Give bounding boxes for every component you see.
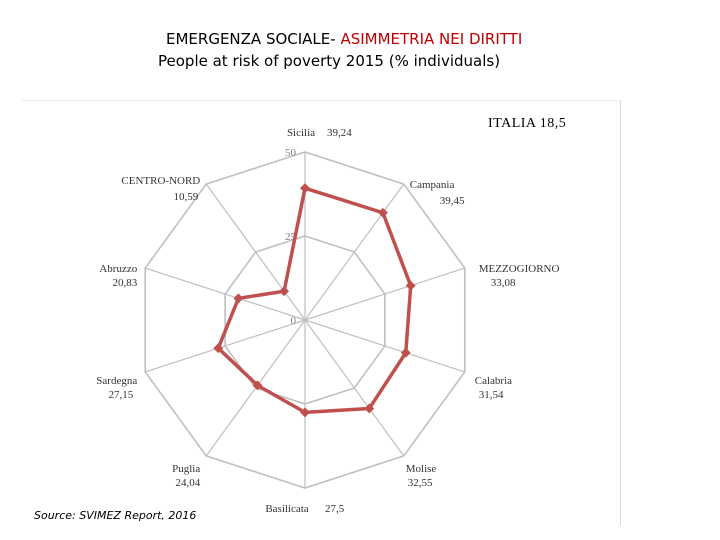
marker-9 xyxy=(279,286,290,297)
marker-7 xyxy=(213,343,224,354)
value-label-8: 20,83 xyxy=(112,277,137,289)
category-label-8: Abruzzo xyxy=(99,263,137,275)
spoke-3 xyxy=(304,319,465,373)
value-label-4: 32,55 xyxy=(408,477,433,489)
value-label-5: 27,5 xyxy=(325,503,345,515)
spoke-7 xyxy=(145,319,306,373)
title-part-2: ASIMMETRIA NEI DIRITTI xyxy=(340,30,523,48)
category-label-6: Puglia xyxy=(172,463,200,475)
category-label-0: Sicilia xyxy=(287,127,315,139)
value-label-6: 24,04 xyxy=(176,477,201,489)
marker-4 xyxy=(364,403,375,414)
category-label-9: CENTRO-NORD xyxy=(121,175,200,187)
spoke-8 xyxy=(145,267,306,321)
marker-1 xyxy=(377,207,388,218)
spoke-9 xyxy=(205,183,306,321)
source-note: Source: SVIMEZ Report, 2016 xyxy=(34,509,197,522)
chart-title: EMERGENZA SOCIALE- ASIMMETRIA NEI DIRITT… xyxy=(166,30,522,48)
tick-label-1: 25 xyxy=(285,231,297,243)
category-label-4: Molise xyxy=(406,463,437,475)
value-label-9: 10,59 xyxy=(174,191,199,203)
category-label-2: MEZZOGIORNO xyxy=(479,263,560,275)
value-label-3: 31,54 xyxy=(479,389,504,401)
marker-6 xyxy=(252,380,263,391)
spoke-1 xyxy=(304,183,405,321)
tick-label-2: 50 xyxy=(285,147,297,159)
title-part-1: EMERGENZA SOCIALE- xyxy=(166,30,341,48)
chart-panel xyxy=(22,100,621,525)
value-label-2: 33,08 xyxy=(491,277,516,289)
value-label-1: 39,45 xyxy=(440,195,465,207)
category-label-5: Basilicata xyxy=(265,503,308,515)
chart-subtitle: People at risk of poverty 2015 (% indivi… xyxy=(158,52,501,70)
marker-5 xyxy=(300,407,310,418)
tick-label-0: 0 xyxy=(291,315,297,327)
category-label-3: Calabria xyxy=(475,375,512,387)
spoke-4 xyxy=(304,319,405,457)
category-label-1: Campania xyxy=(410,179,455,191)
marker-2 xyxy=(405,280,416,291)
value-label-0: 39,24 xyxy=(327,127,352,139)
marker-3 xyxy=(400,347,411,358)
category-label-7: Sardegna xyxy=(96,375,137,387)
value-label-7: 27,15 xyxy=(108,389,133,401)
marker-8 xyxy=(233,293,244,304)
series-line xyxy=(216,186,413,415)
italia-annotation: ITALIA 18,5 xyxy=(488,116,567,131)
spoke-2 xyxy=(304,267,465,321)
marker-0 xyxy=(300,183,310,194)
